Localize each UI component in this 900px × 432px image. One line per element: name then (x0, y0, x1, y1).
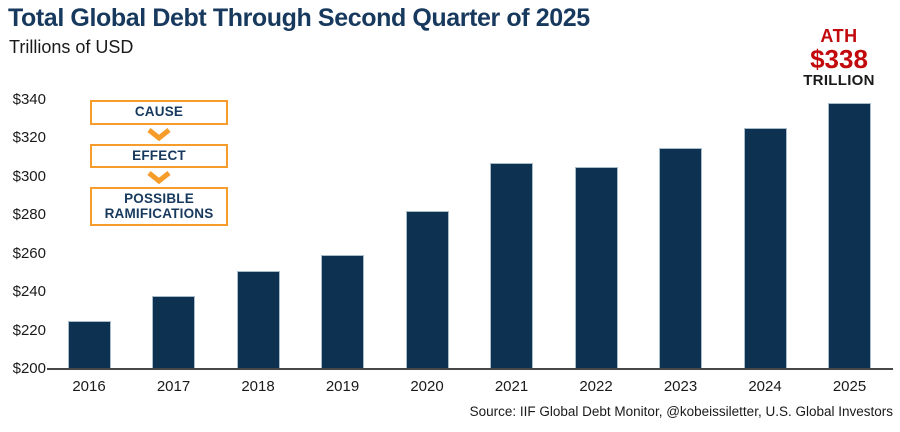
x-tick-label: 2022 (579, 378, 613, 395)
chart-subtitle: Trillions of USD (9, 37, 134, 57)
bar-2025 (828, 103, 871, 369)
y-tick-label: $300 (12, 167, 46, 185)
ath-label: ATH (820, 26, 858, 46)
source-credit: Source: IIF Global Debt Monitor, @kobeis… (469, 404, 893, 419)
x-tick-label: 2019 (325, 378, 360, 395)
y-tick-label: $240 (12, 283, 46, 300)
x-tick-label: 2020 (410, 378, 444, 395)
x-tick-label: 2016 (72, 378, 106, 395)
bar-2017 (152, 295, 195, 369)
y-tick-label: $200 (12, 360, 46, 377)
bar-2016 (67, 320, 111, 369)
x-tick-label: 2023 (663, 378, 698, 395)
flow-box-cause: CAUSE (90, 100, 228, 125)
x-axis-line (47, 368, 893, 370)
down-chevron-icon (147, 127, 171, 141)
ath-annotation: ATH $338 TRILLION (798, 26, 880, 89)
ath-unit: TRILLION (803, 72, 875, 89)
bar-2018 (236, 270, 280, 369)
down-chevron-icon (147, 171, 171, 185)
x-tick-label: 2025 (832, 378, 867, 395)
cause-effect-flow: CAUSE EFFECT POSSIBLE RAMIFICATIONS (90, 100, 228, 227)
bar-2022 (574, 166, 618, 369)
x-tick-label: 2017 (156, 378, 191, 395)
bar-2024 (743, 128, 787, 369)
x-tick-label: 2018 (241, 378, 275, 395)
y-tick-label: $260 (12, 244, 46, 262)
y-tick-label: $320 (12, 129, 46, 146)
y-tick-label: $340 (12, 90, 46, 108)
flow-box-possible: POSSIBLE RAMIFICATIONS (90, 187, 228, 227)
ath-value: $338 (810, 44, 868, 74)
chart-title: Total Global Debt Through Second Quarter… (8, 4, 590, 32)
flow-box-effect: EFFECT (90, 143, 228, 169)
bar-2019 (321, 255, 364, 369)
y-tick-label: $220 (12, 321, 46, 339)
bar-2021 (490, 163, 533, 369)
x-tick-label: 2024 (748, 378, 782, 395)
bar-2023 (659, 147, 702, 369)
y-tick-label: $280 (12, 206, 46, 223)
x-tick-label: 2021 (494, 378, 529, 395)
bar-2020 (405, 211, 449, 369)
